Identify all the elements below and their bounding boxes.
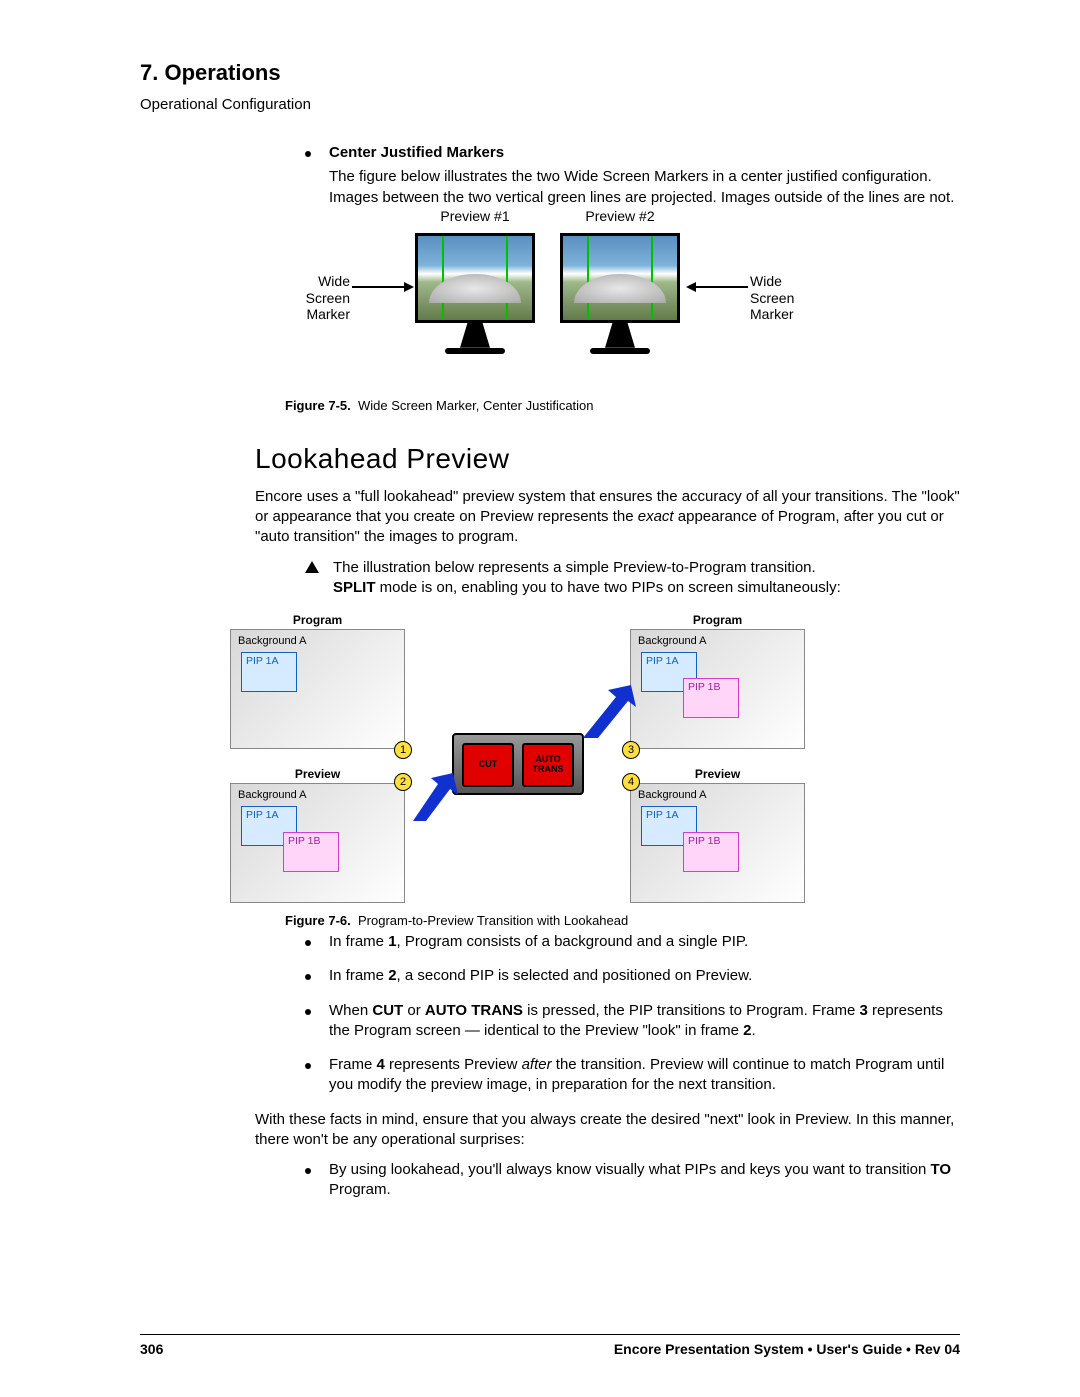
frame-3: Background A PIP 1A PIP 1B bbox=[630, 629, 805, 749]
section-heading: Lookahead Preview bbox=[255, 443, 960, 475]
bullet-icon bbox=[305, 151, 311, 157]
circle-4: 4 bbox=[622, 773, 640, 791]
intro-paragraph: Encore uses a "full lookahead" preview s… bbox=[255, 487, 960, 548]
subtitle: Operational Configuration bbox=[140, 96, 960, 113]
arrow-left bbox=[352, 286, 412, 288]
pip-1b: PIP 1B bbox=[683, 678, 739, 718]
frame-2: Background A PIP 1A PIP 1B bbox=[230, 783, 405, 903]
bullet-item: In frame 2, a second PIP is selected and… bbox=[305, 966, 960, 986]
monitor-2 bbox=[560, 233, 680, 354]
wsm-left-label: Wide Screen Marker bbox=[290, 273, 350, 323]
preview1-label: Preview #1 bbox=[415, 208, 535, 224]
bg-label: Background A bbox=[638, 635, 707, 647]
frame4-title: Preview bbox=[630, 767, 805, 781]
bullet-item: In frame 1, Program consists of a backgr… bbox=[305, 932, 960, 952]
pip-1b: PIP 1B bbox=[683, 832, 739, 872]
pip-1a: PIP 1A bbox=[241, 652, 297, 692]
frame2-title: Preview bbox=[230, 767, 405, 781]
arrow-icon bbox=[408, 771, 458, 826]
closing-paragraph: With these facts in mind, ensure that yo… bbox=[255, 1110, 960, 1151]
bg-label: Background A bbox=[238, 789, 307, 801]
bg-label: Background A bbox=[238, 635, 307, 647]
bullet-item: When CUT or AUTO TRANS is pressed, the P… bbox=[305, 1001, 960, 1042]
auto-trans-button[interactable]: AUTO TRANS bbox=[522, 743, 574, 787]
figure-monitors: Wide Screen Marker Wide Screen Marker Pr… bbox=[290, 228, 810, 388]
arrow-icon bbox=[578, 683, 640, 743]
bullet-icon bbox=[305, 940, 311, 946]
chapter-title: 7. Operations bbox=[140, 60, 960, 86]
triangle-icon bbox=[305, 561, 319, 573]
frame-4: Background A PIP 1A PIP 1B bbox=[630, 783, 805, 903]
cut-button[interactable]: CUT bbox=[462, 743, 514, 787]
wsm-right-label: Wide Screen Marker bbox=[750, 273, 810, 323]
pip-1b: PIP 1B bbox=[283, 832, 339, 872]
page-footer: 306 Encore Presentation System • User's … bbox=[140, 1334, 960, 1357]
bullet-item: By using lookahead, you'll always know v… bbox=[305, 1160, 960, 1201]
figure-caption-2: Figure 7-6. Program-to-Preview Transitio… bbox=[285, 913, 960, 928]
note-line: The illustration below represents a simp… bbox=[305, 558, 960, 599]
figure-lookahead: Program Background A PIP 1A 1 Program Ba… bbox=[230, 613, 870, 903]
frame1-title: Program bbox=[230, 613, 405, 627]
page-number: 306 bbox=[140, 1341, 163, 1357]
bullet-item: Frame 4 represents Preview after the tra… bbox=[305, 1055, 960, 1096]
bullet-heading: Center Justified Markers bbox=[329, 143, 504, 163]
circle-3: 3 bbox=[622, 741, 640, 759]
bullet-icon bbox=[305, 1063, 311, 1069]
monitor-1 bbox=[415, 233, 535, 354]
bg-label: Background A bbox=[638, 789, 707, 801]
footer-text: Encore Presentation System • User's Guid… bbox=[614, 1341, 960, 1357]
bullet-icon bbox=[305, 974, 311, 980]
arrow-right bbox=[688, 286, 748, 288]
body-text: The figure below illustrates the two Wid… bbox=[329, 167, 960, 208]
bullet-icon bbox=[305, 1168, 311, 1174]
bullet-item: Center Justified Markers bbox=[305, 143, 960, 163]
frame-1: Background A PIP 1A bbox=[230, 629, 405, 749]
figure-caption-1: Figure 7-5. Wide Screen Marker, Center J… bbox=[285, 398, 960, 413]
frame3-title: Program bbox=[630, 613, 805, 627]
circle-1: 1 bbox=[394, 741, 412, 759]
control-box: CUT AUTO TRANS bbox=[452, 733, 584, 795]
preview2-label: Preview #2 bbox=[560, 208, 680, 224]
bullet-icon bbox=[305, 1009, 311, 1015]
